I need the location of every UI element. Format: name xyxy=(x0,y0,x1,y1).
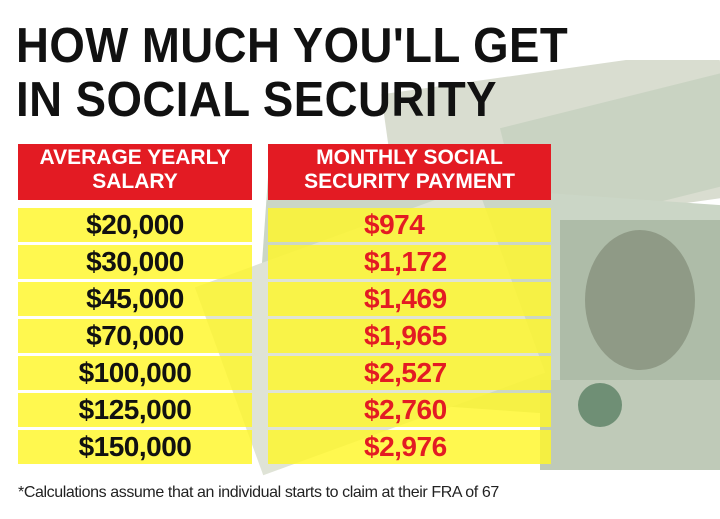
payment-cell: $2,760 xyxy=(268,393,551,427)
salary-column: AVERAGE YEARLY SALARY $20,000 $30,000 $4… xyxy=(18,144,252,464)
payment-header-line-1: MONTHLY SOCIAL xyxy=(316,146,503,169)
salary-cell: $150,000 xyxy=(18,430,252,464)
salary-header-line-2: SALARY xyxy=(92,170,178,193)
salary-header: AVERAGE YEARLY SALARY xyxy=(18,144,252,200)
payment-cell: $974 xyxy=(268,208,551,242)
title-line-2: IN SOCIAL SECURITY xyxy=(16,73,498,127)
payment-column: MONTHLY SOCIAL SECURITY PAYMENT $974 $1,… xyxy=(268,144,551,464)
footnote: *Calculations assume that an individual … xyxy=(18,484,499,501)
salary-cell: $45,000 xyxy=(18,282,252,316)
salary-cell: $20,000 xyxy=(18,208,252,242)
payment-header-line-2: SECURITY PAYMENT xyxy=(304,170,515,193)
payment-cell: $2,976 xyxy=(268,430,551,464)
salary-header-line-1: AVERAGE YEARLY xyxy=(39,146,231,169)
salary-cell: $30,000 xyxy=(18,245,252,279)
payment-cell: $1,965 xyxy=(268,319,551,353)
salary-cell: $100,000 xyxy=(18,356,252,390)
payment-cell: $2,527 xyxy=(268,356,551,390)
salary-cell: $125,000 xyxy=(18,393,252,427)
payment-cell: $1,172 xyxy=(268,245,551,279)
payment-header: MONTHLY SOCIAL SECURITY PAYMENT xyxy=(268,144,551,200)
payment-cell: $1,469 xyxy=(268,282,551,316)
title-line-1: HOW MUCH YOU'LL GET xyxy=(16,19,569,73)
salary-cell: $70,000 xyxy=(18,319,252,353)
